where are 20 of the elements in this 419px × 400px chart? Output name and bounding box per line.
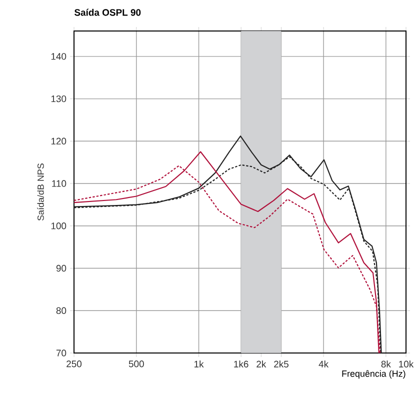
x-tick-label: 8k [381,360,391,368]
x-tick-label: 250 [66,360,82,368]
y-tick-label: 110 [52,180,66,187]
y-tick-label: 70 [56,350,66,356]
chart-title: Saída OSPL 90 [74,8,141,16]
x-tick-label: 500 [128,360,144,368]
x-tick-label: 1k [194,360,204,368]
y-tick-label: 90 [56,264,66,272]
x-tick-label: 10k [399,360,414,368]
x-tick-label: 4k [318,360,329,368]
x-tick-label: 2k [256,360,266,368]
x-tick-label: 2k5 [274,360,288,368]
y-axis-title: Saída/dB NPS [37,164,44,221]
x-axis-title: Frequência (Hz) [342,370,406,379]
y-tick-label: 100 [51,222,66,230]
y-tick-label: 120 [51,138,66,145]
y-tick-label: 140 [51,53,66,60]
y-tick-label: 130 [51,95,66,102]
y-tick-label: 80 [56,307,66,314]
x-tick-label: 1k6 [234,360,248,368]
